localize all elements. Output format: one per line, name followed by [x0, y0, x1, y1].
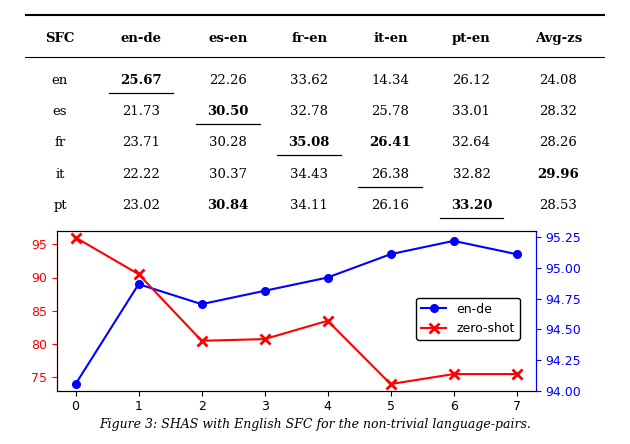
- Text: en: en: [52, 74, 68, 87]
- zero-shot: [72, 235, 79, 240]
- Text: pt-en: pt-en: [452, 32, 491, 45]
- Text: es-en: es-en: [209, 32, 248, 45]
- Text: 28.26: 28.26: [539, 136, 577, 149]
- zero-shot: [450, 371, 457, 377]
- Text: it-en: it-en: [373, 32, 408, 45]
- Text: pt: pt: [53, 199, 67, 212]
- Text: SFC: SFC: [45, 32, 75, 45]
- Text: 30.50: 30.50: [207, 105, 249, 118]
- Text: 33.62: 33.62: [290, 74, 328, 87]
- en-de: [324, 275, 331, 280]
- Text: 22.22: 22.22: [122, 167, 160, 181]
- Line: en-de: en-de: [72, 237, 520, 388]
- en-de: [198, 301, 205, 307]
- Text: 30.28: 30.28: [209, 136, 247, 149]
- Text: Avg-zs: Avg-zs: [535, 32, 582, 45]
- zero-shot: [387, 381, 394, 387]
- zero-shot: [198, 338, 205, 343]
- zero-shot: [135, 271, 142, 277]
- zero-shot: [513, 371, 520, 377]
- zero-shot: [324, 318, 331, 323]
- Text: 30.37: 30.37: [209, 167, 247, 181]
- Legend: en-de, zero-shot: en-de, zero-shot: [416, 297, 520, 340]
- Text: fr: fr: [54, 136, 66, 149]
- en-de: [513, 251, 520, 257]
- Text: es: es: [53, 105, 67, 118]
- Text: 26.12: 26.12: [452, 74, 490, 87]
- Text: 34.43: 34.43: [290, 167, 328, 181]
- Text: it: it: [55, 167, 65, 181]
- Text: 28.32: 28.32: [539, 105, 577, 118]
- Text: 25.67: 25.67: [120, 74, 162, 87]
- zero-shot: [261, 337, 268, 342]
- Text: 34.11: 34.11: [290, 199, 328, 212]
- Text: 32.64: 32.64: [452, 136, 491, 149]
- Text: 23.02: 23.02: [122, 199, 160, 212]
- en-de: [135, 281, 142, 287]
- Line: zero-shot: zero-shot: [71, 233, 522, 389]
- Text: 35.08: 35.08: [289, 136, 330, 149]
- Text: 33.01: 33.01: [452, 105, 491, 118]
- Text: 25.78: 25.78: [372, 105, 410, 118]
- Text: 30.84: 30.84: [207, 199, 249, 212]
- Text: Figure 3: SHAS with English SFC for the non-trivial language-pairs.: Figure 3: SHAS with English SFC for the …: [99, 418, 531, 431]
- en-de: [450, 238, 457, 243]
- Text: 14.34: 14.34: [372, 74, 410, 87]
- Text: 22.26: 22.26: [209, 74, 247, 87]
- Text: 21.73: 21.73: [122, 105, 160, 118]
- Text: 32.78: 32.78: [290, 105, 328, 118]
- Text: 26.41: 26.41: [369, 136, 411, 149]
- Text: 33.20: 33.20: [451, 199, 492, 212]
- Text: fr-en: fr-en: [291, 32, 327, 45]
- Text: 32.82: 32.82: [452, 167, 490, 181]
- en-de: [261, 288, 268, 293]
- Text: 29.96: 29.96: [537, 167, 580, 181]
- en-de: [72, 381, 79, 387]
- Text: 28.53: 28.53: [539, 199, 577, 212]
- Text: en-de: en-de: [120, 32, 162, 45]
- Text: 26.16: 26.16: [371, 199, 410, 212]
- en-de: [387, 251, 394, 257]
- Text: 26.38: 26.38: [371, 167, 410, 181]
- Text: 24.08: 24.08: [539, 74, 577, 87]
- Text: 23.71: 23.71: [122, 136, 160, 149]
